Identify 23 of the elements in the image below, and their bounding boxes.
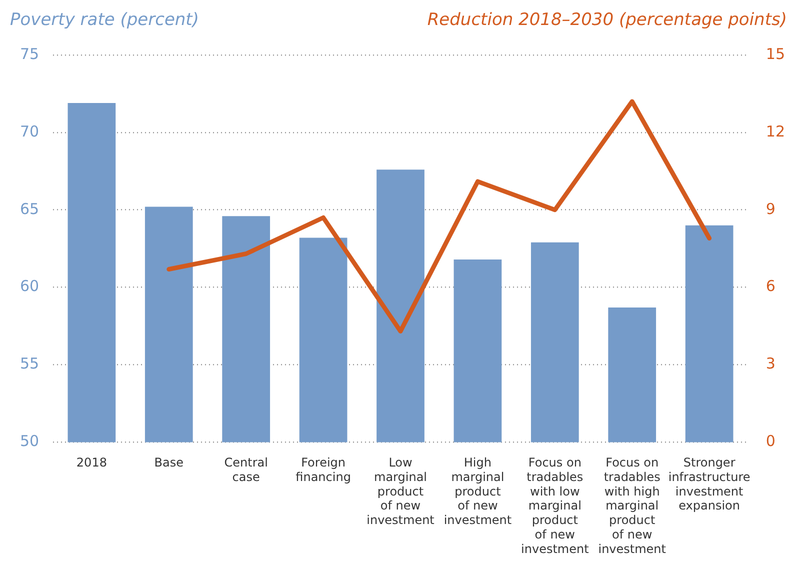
- y-tick-label: 75: [20, 44, 40, 63]
- y-tick-label: 55: [20, 354, 40, 373]
- y-tick-label: 70: [20, 122, 40, 140]
- y2-tick-label: 9: [766, 200, 776, 218]
- y-tick-label: 60: [20, 277, 40, 296]
- y2-tick-label: 0: [766, 432, 776, 450]
- x-tick-label: Central case: [224, 456, 268, 484]
- x-tick-label: Stronger infrastructure investment expansion: [668, 456, 750, 513]
- y-axis-title: Poverty rate (percent): [10, 10, 199, 30]
- y-tick-label: 50: [20, 432, 40, 450]
- y-tick-label: 65: [20, 200, 40, 218]
- x-tick-label: 2018: [76, 456, 107, 470]
- y2-tick-label: 6: [766, 277, 776, 296]
- y2-tick-label: 3: [766, 354, 776, 373]
- y2-axis-title: Reduction 2018–2030 (percentage points): [427, 10, 787, 30]
- y2-tick-label: 15: [766, 44, 786, 63]
- x-tick-label: Focus on tradables with high marginal product of new investment: [598, 456, 666, 556]
- y2-tick-label: 12: [766, 122, 786, 140]
- x-tick-label: High marginal product of new investment: [444, 456, 512, 528]
- x-tick-label: Base: [154, 456, 184, 470]
- x-tick-label: Low marginal product of new investment: [366, 456, 435, 528]
- x-tick-label: Foreign financing: [296, 456, 351, 484]
- x-tick-label: Focus on tradables with low marginal product of new investment: [521, 456, 590, 556]
